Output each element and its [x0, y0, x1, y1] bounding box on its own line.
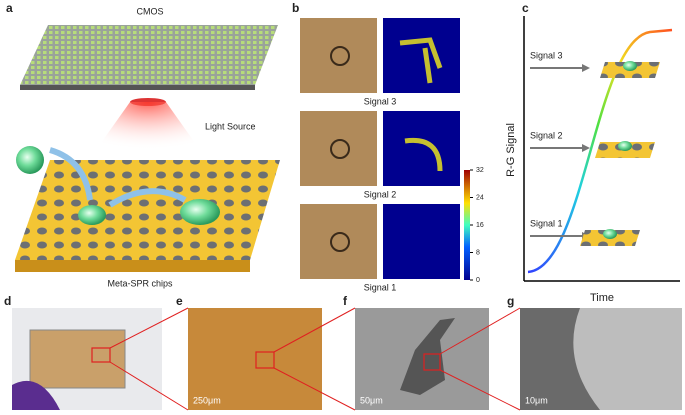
panel-letter: c: [522, 1, 529, 15]
signal-label: Signal 3: [530, 50, 563, 60]
cell: [180, 199, 220, 225]
panel-letter: f: [343, 294, 348, 308]
signal-label: Signal 2: [530, 130, 563, 140]
bright-field: [300, 204, 377, 279]
light-cone: [96, 102, 200, 150]
colorbar-tick-label: 32: [476, 167, 484, 174]
panel-letter: g: [507, 294, 514, 308]
chip-cartridge: [29, 329, 126, 389]
colorbar: [464, 170, 470, 280]
signal-map: [383, 18, 460, 93]
zoom-box: [255, 351, 275, 369]
zoom-box: [423, 353, 441, 371]
arrow: [49, 147, 93, 201]
meta-spr-chip: [15, 160, 280, 260]
scale-label: 250μm: [193, 395, 221, 405]
chip-edge: [15, 260, 250, 272]
signal-pattern: [399, 37, 443, 84]
signal-label: Signal 3: [364, 96, 397, 106]
panel-letter: a: [6, 1, 13, 15]
mini-cell: [618, 141, 632, 151]
arrow: [108, 188, 187, 208]
panel-letter: d: [4, 294, 11, 308]
arrow-head: [582, 64, 590, 72]
x-axis-label: Time: [590, 292, 614, 304]
cell-sem: [400, 318, 455, 395]
scale-label: 10μm: [525, 395, 548, 405]
micrograph-e: [188, 308, 322, 410]
bright-field: [300, 111, 377, 186]
signal-map: [383, 111, 460, 186]
panel-letter: b: [292, 1, 299, 15]
colorbar-tick-label: 24: [476, 194, 484, 201]
signal-label: Signal 2: [364, 189, 397, 199]
sigmoid-curve: [527, 28, 673, 274]
cell-image: [330, 46, 350, 66]
arrow-head: [582, 144, 590, 152]
scale-label: 50μm: [360, 395, 383, 405]
cell-edge: [520, 308, 600, 410]
light-label: Light Source: [205, 121, 256, 131]
cell: [16, 146, 44, 174]
signal-label: Signal 1: [364, 282, 397, 292]
chip-label: Meta-SPR chips: [107, 278, 173, 288]
bright-field: [300, 18, 377, 93]
colorbar-tick-label: 8: [476, 249, 480, 256]
cell: [78, 205, 106, 225]
y-axis-label: R-G Signal: [505, 123, 517, 177]
panel-letter: e: [176, 294, 183, 308]
cell-image: [330, 139, 350, 159]
cell-image: [330, 232, 350, 252]
mini-cell: [623, 61, 637, 71]
cmos-label: CMOS: [137, 6, 164, 16]
colorbar-tick-label: 0: [476, 277, 480, 284]
signal-label: Signal 1: [530, 218, 563, 228]
cmos-sensor: [20, 25, 278, 85]
zoom-lines: [109, 307, 521, 411]
glove: [12, 380, 60, 410]
mini-cell: [603, 229, 617, 239]
cmos-edge: [20, 85, 255, 90]
zoom-box: [91, 347, 111, 363]
signal-pattern: [404, 137, 443, 172]
colorbar-tick-label: 16: [476, 222, 484, 229]
signal-map: [383, 204, 460, 279]
